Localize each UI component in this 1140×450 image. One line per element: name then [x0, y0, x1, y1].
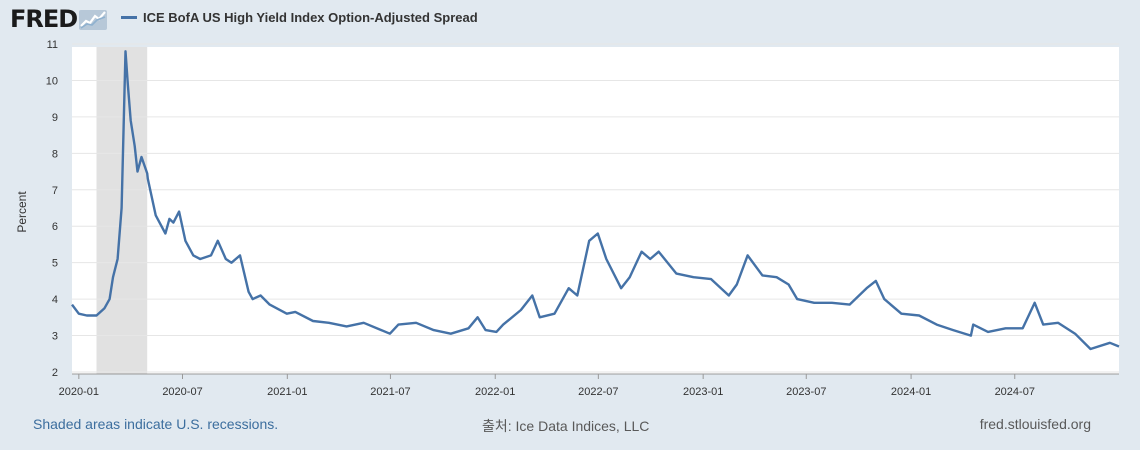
y-tick-label: 10 — [46, 75, 58, 87]
series-layer — [71, 50, 1120, 351]
header: FRED ICE BofA US High Yield Index Option… — [0, 0, 1140, 40]
y-tick-label: 8 — [52, 148, 58, 160]
y-tick-label: 7 — [52, 185, 58, 197]
x-tick-label: 2023-01 — [683, 386, 723, 398]
y-tick-label: 6 — [52, 221, 58, 233]
legend: ICE BofA US High Yield Index Option-Adju… — [121, 10, 478, 25]
legend-label: ICE BofA US High Yield Index Option-Adju… — [143, 10, 478, 25]
plot-background — [72, 47, 1119, 374]
x-tick-label: 2021-01 — [267, 386, 307, 398]
x-tick-label: 2024-01 — [891, 386, 931, 398]
series-line — [71, 50, 1120, 351]
source-note: 출처: Ice Data Indices, LLC — [482, 418, 650, 434]
legend-swatch — [121, 16, 137, 19]
recession-note[interactable]: Shaded areas indicate U.S. recessions. — [33, 416, 279, 432]
x-tick-label: 2021-07 — [370, 386, 410, 398]
y-tick-label: 2 — [52, 367, 58, 379]
x-tick-label: 2023-07 — [786, 386, 826, 398]
y-tick-label: 4 — [52, 294, 58, 306]
y-tick-labels: 2 3 4 5 6 7 8 9 10 11 — [46, 39, 58, 379]
y-tick-label: 3 — [52, 331, 58, 343]
chart: 2 3 4 5 6 7 8 9 10 11 2020-01 2020-07 2021-01 2021-0… — [46, 39, 1120, 398]
y-tick-label: 5 — [52, 258, 58, 270]
x-tick-label: 2022-01 — [475, 386, 515, 398]
x-tick-labels: 2020-01 2020-07 2021-01 2021-07 2022-01 2022-… — [59, 373, 1119, 398]
x-tick-label: 2020-07 — [162, 386, 202, 398]
chart-logo-icon — [79, 10, 108, 30]
site-link[interactable]: fred.stlouisfed.org — [979, 416, 1091, 432]
x-tick-label: 2024-07 — [995, 386, 1035, 398]
logo-text: FRED — [10, 5, 78, 33]
fred-logo[interactable]: FRED — [10, 5, 108, 33]
x-tick-label: 2022-07 — [578, 386, 618, 398]
x-tick-label: 2020-01 — [59, 386, 99, 398]
y-tick-label: 11 — [47, 39, 58, 51]
y-tick-label: 9 — [52, 112, 58, 124]
grid-layer — [72, 43, 1119, 373]
